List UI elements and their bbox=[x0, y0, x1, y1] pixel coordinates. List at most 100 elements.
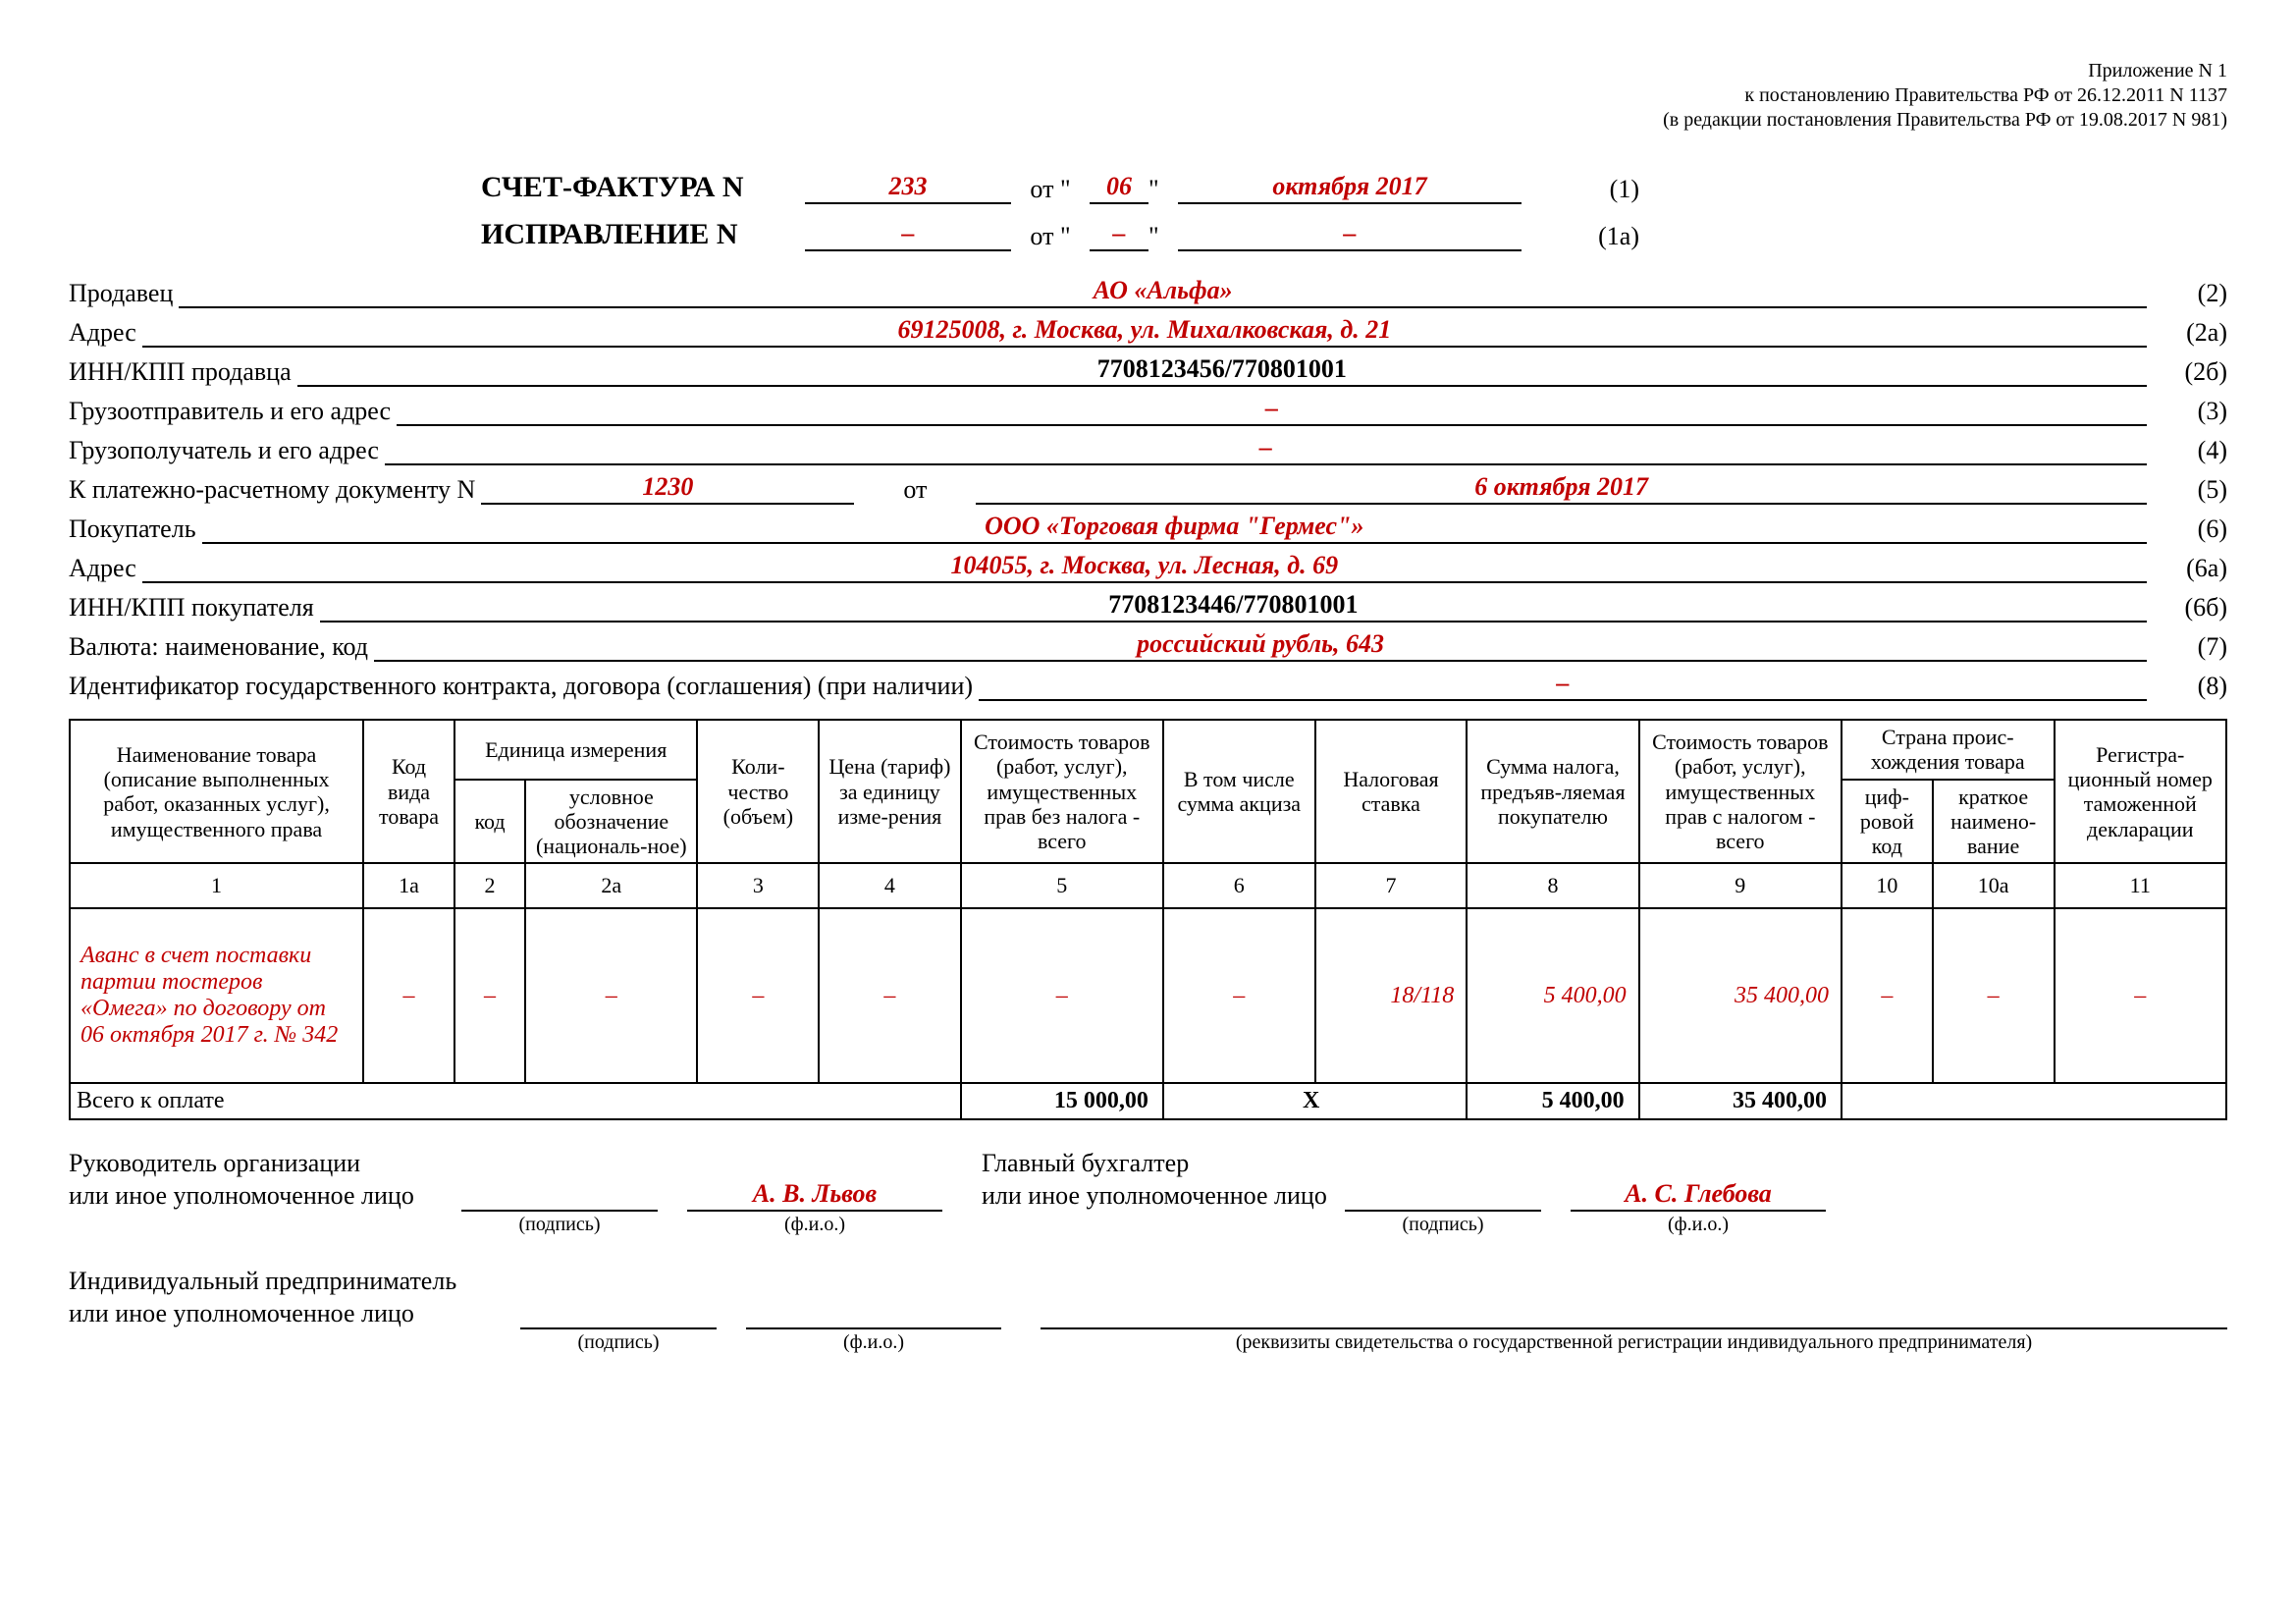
invoice-label: СЧЕТ-ФАКТУРА N bbox=[481, 171, 805, 204]
inn-buyer-lbl: ИНН/КПП покупателя bbox=[69, 593, 320, 623]
th-4: Цена (тариф) за единицу изме-рения bbox=[819, 720, 960, 863]
th-8: Сумма налога, предъяв-ляемая покупателю bbox=[1467, 720, 1638, 863]
row-10: – bbox=[1842, 908, 1933, 1083]
th-6: В том числе сумма акциза bbox=[1163, 720, 1315, 863]
row-2a: – bbox=[525, 908, 697, 1083]
row-5: – bbox=[961, 908, 1163, 1083]
th-3: Коли-чество (объем) bbox=[697, 720, 819, 863]
s6b: (6б) bbox=[2147, 593, 2227, 623]
invoice-day: 06 bbox=[1090, 171, 1148, 204]
s6a: (6а) bbox=[2147, 554, 2227, 583]
seller-addr-lbl: Адрес bbox=[69, 318, 142, 348]
paydoc-from: от bbox=[854, 475, 976, 505]
s2b: (2б) bbox=[2147, 357, 2227, 387]
n10: 10 bbox=[1842, 863, 1933, 908]
head-name: А. В. Львов bbox=[687, 1178, 942, 1212]
head-sign bbox=[461, 1178, 658, 1212]
currency: российский рубль, 643 bbox=[374, 628, 2147, 662]
ip-fio-cap: (ф.и.о.) bbox=[746, 1331, 1001, 1354]
appendix-block: Приложение N 1 к постановлению Правитель… bbox=[69, 59, 2227, 133]
seller: АО «Альфа» bbox=[179, 275, 2147, 308]
ip-lbl: Индивидуальный предприниматель или иное … bbox=[69, 1266, 520, 1329]
from-close: " bbox=[1148, 175, 1168, 204]
suffix-1: (1) bbox=[1522, 175, 1639, 204]
head-sign-cap: (подпись) bbox=[461, 1214, 658, 1236]
row-7: 18/118 bbox=[1315, 908, 1468, 1083]
info-block: ПродавецАО «Альфа»(2) Адрес69125008, г. … bbox=[69, 269, 2227, 701]
inn-seller: 7708123456/770801001 bbox=[297, 353, 2147, 387]
row-3: – bbox=[697, 908, 819, 1083]
ip-fio bbox=[746, 1296, 1001, 1329]
th-9: Стоимость товаров (работ, услуг), имущес… bbox=[1639, 720, 1842, 863]
inn-seller-lbl: ИНН/КПП продавца bbox=[69, 357, 297, 387]
n2a: 2а bbox=[525, 863, 697, 908]
s5: (5) bbox=[2147, 475, 2227, 505]
acc-sign bbox=[1345, 1178, 1541, 1212]
ip-req bbox=[1041, 1296, 2227, 1329]
contract-lbl: Идентификатор государственного контракта… bbox=[69, 672, 979, 701]
n5: 5 bbox=[961, 863, 1163, 908]
n11: 11 bbox=[2055, 863, 2226, 908]
s6: (6) bbox=[2147, 514, 2227, 544]
invoice-month-year: октября 2017 bbox=[1178, 171, 1522, 204]
th-country: Страна проис-хождения товара bbox=[1842, 720, 2055, 780]
n8: 8 bbox=[1467, 863, 1638, 908]
invoice-header: СЧЕТ-ФАКТУРА N 233 от " 06 " октября 201… bbox=[481, 157, 2227, 251]
currency-lbl: Валюта: наименование, код bbox=[69, 632, 374, 662]
buyer-lbl: Покупатель bbox=[69, 514, 202, 544]
n9: 9 bbox=[1639, 863, 1842, 908]
ip-req-cap: (реквизиты свидетельства о государственн… bbox=[1041, 1331, 2227, 1354]
appendix-l2: к постановлению Правительства РФ от 26.1… bbox=[69, 83, 2227, 108]
row-11: – bbox=[2055, 908, 2226, 1083]
buyer: ООО «Торговая фирма "Гермес"» bbox=[202, 511, 2147, 544]
th-1: Наименование товара (описание выполненны… bbox=[70, 720, 363, 863]
paydoc-num: 1230 bbox=[481, 471, 854, 505]
paydoc-lbl: К платежно-расчетному документу N bbox=[69, 475, 481, 505]
th-10: циф-ровой код bbox=[1842, 780, 1933, 864]
correction-month: – bbox=[1178, 218, 1522, 251]
paydoc-date: 6 октября 2017 bbox=[976, 471, 2147, 505]
shipper: – bbox=[397, 393, 2147, 426]
row-8: 5 400,00 bbox=[1467, 908, 1638, 1083]
th-5: Стоимость товаров (работ, услуг), имущес… bbox=[961, 720, 1163, 863]
row-9: 35 400,00 bbox=[1639, 908, 1842, 1083]
n3: 3 bbox=[697, 863, 819, 908]
signatures: Руководитель организации или иное уполно… bbox=[69, 1148, 2227, 1354]
correction-day: – bbox=[1090, 218, 1148, 251]
s8: (8) bbox=[2147, 672, 2227, 701]
items-table: Наименование товара (описание выполненны… bbox=[69, 719, 2227, 1120]
s7: (7) bbox=[2147, 632, 2227, 662]
buyer-addr: 104055, г. Москва, ул. Лесная, д. 69 bbox=[142, 550, 2147, 583]
seller-addr: 69125008, г. Москва, ул. Михалковская, д… bbox=[142, 314, 2147, 348]
ip-sign-cap: (подпись) bbox=[520, 1331, 717, 1354]
th-1a: Код вида товара bbox=[363, 720, 454, 863]
row-4: – bbox=[819, 908, 960, 1083]
total-lbl: Всего к оплате bbox=[70, 1083, 961, 1119]
head-lbl: Руководитель организации или иное уполно… bbox=[69, 1148, 461, 1212]
consignee-lbl: Грузополучатель и его адрес bbox=[69, 436, 385, 465]
th-7: Налоговая ставка bbox=[1315, 720, 1468, 863]
ip-sign bbox=[520, 1296, 717, 1329]
s2: (2) bbox=[2147, 279, 2227, 308]
s3: (3) bbox=[2147, 397, 2227, 426]
row-6: – bbox=[1163, 908, 1315, 1083]
correction-number: – bbox=[805, 218, 1011, 251]
from-lbl: от " bbox=[1011, 175, 1090, 204]
buyer-addr-lbl: Адрес bbox=[69, 554, 142, 583]
inn-buyer: 7708123446/770801001 bbox=[320, 589, 2147, 623]
n6: 6 bbox=[1163, 863, 1315, 908]
appendix-l3: (в редакции постановления Правительства … bbox=[69, 108, 2227, 133]
n7: 7 bbox=[1315, 863, 1468, 908]
n4: 4 bbox=[819, 863, 960, 908]
th-2: код bbox=[454, 780, 525, 864]
suffix-1a: (1а) bbox=[1522, 222, 1639, 251]
th-unit: Единица измерения bbox=[454, 720, 698, 780]
s4: (4) bbox=[2147, 436, 2227, 465]
head-fio-cap: (ф.и.о.) bbox=[687, 1214, 942, 1236]
acc-sign-cap: (подпись) bbox=[1345, 1214, 1541, 1236]
total-6: X bbox=[1163, 1083, 1467, 1119]
total-9: 35 400,00 bbox=[1639, 1083, 1842, 1119]
n1a: 1а bbox=[363, 863, 454, 908]
contract: – bbox=[979, 668, 2147, 701]
correction-label: ИСПРАВЛЕНИЕ N bbox=[481, 218, 805, 251]
